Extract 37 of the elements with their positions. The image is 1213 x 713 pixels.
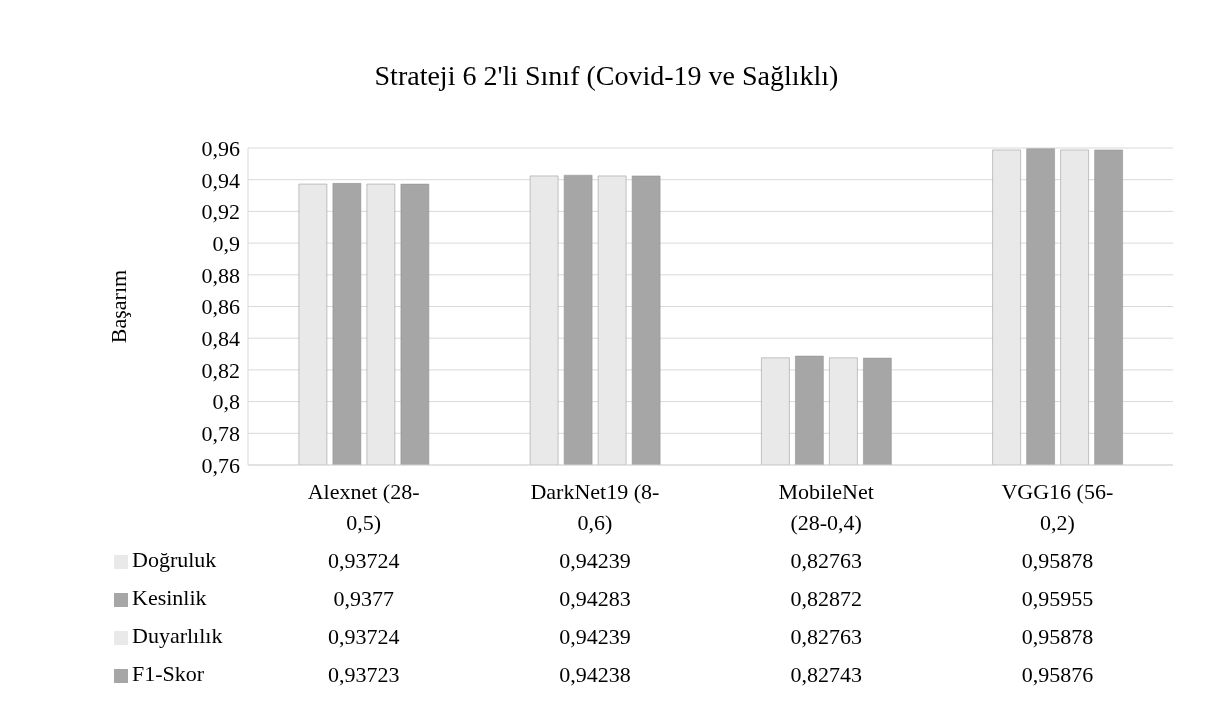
y-tick-label: 0,76 xyxy=(201,452,240,478)
data-label: 0,95878 xyxy=(1021,547,1094,573)
chart-title: Strateji 6 2'li Sınıf (Covid-19 ve Sağlıklı) xyxy=(373,59,840,93)
legend-label: Kesinlik xyxy=(132,585,207,610)
y-tick-label: 0,84 xyxy=(201,326,240,352)
data-label: 0,93723 xyxy=(327,661,400,687)
data-label: 0,9377 xyxy=(333,585,394,611)
y-tick-label: 0,78 xyxy=(201,421,240,447)
y-tick-label: 0,96 xyxy=(201,135,240,161)
data-label: 0,95955 xyxy=(1021,585,1094,611)
data-label: 0,82743 xyxy=(790,661,862,687)
data-label: 0,94239 xyxy=(559,547,631,573)
data-label: 0,94239 xyxy=(559,623,631,649)
data-label: 0,94283 xyxy=(559,585,631,611)
data-label: 0,82872 xyxy=(790,585,862,611)
legend-label: Doğruluk xyxy=(132,547,217,572)
x-tick-label: MobileNet (28-0,4) xyxy=(778,479,874,535)
y-tick-label: 0,82 xyxy=(201,357,240,383)
x-tick-label: Alexnet (28-0,5) xyxy=(307,479,420,535)
data-label: 0,95876 xyxy=(1021,661,1094,687)
y-tick-label: 0,92 xyxy=(201,199,240,225)
data-label: 0,94238 xyxy=(559,661,631,687)
y-tick-label: 0,94 xyxy=(201,167,240,193)
data-label: 0,82763 xyxy=(790,623,862,649)
legend-label: F1-Skor xyxy=(132,661,205,686)
data-label: 0,93724 xyxy=(327,547,400,573)
y-tick-label: 0,8 xyxy=(212,389,240,415)
data-label: 0,95878 xyxy=(1021,623,1094,649)
y-tick-label: 0,88 xyxy=(201,262,240,288)
y-tick-label: 0,9 xyxy=(212,230,240,256)
legend-label: Duyarlılık xyxy=(132,623,223,648)
y-tick-label: 0,86 xyxy=(201,294,240,320)
y-axis-title: Başarım xyxy=(105,269,131,344)
data-label: 0,93724 xyxy=(327,623,400,649)
data-label: 0,82763 xyxy=(790,547,862,573)
x-tick-label: DarkNet19 (8-0,6) xyxy=(530,479,660,535)
x-tick-label: VGG16 (56-0,2) xyxy=(1001,479,1114,535)
